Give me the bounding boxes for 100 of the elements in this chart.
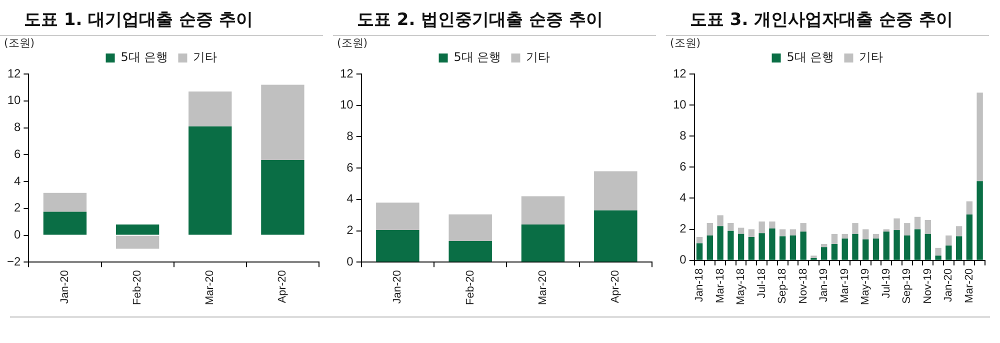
y-tick-label: 8	[346, 129, 354, 144]
legend-label: 5대 은행	[786, 50, 834, 64]
chart-title: 도표 1. 대기업대출 순증 추이	[0, 0, 323, 36]
y-tick-label: 6	[14, 146, 21, 161]
bar	[872, 234, 880, 239]
bar	[748, 237, 755, 260]
y-tick-label: 10	[672, 97, 687, 112]
bar	[852, 234, 858, 260]
bar	[728, 230, 734, 260]
x-tick-label: Sep-19	[901, 268, 914, 304]
x-tick-label: Feb-20	[464, 270, 476, 306]
chart-title: 도표 2. 법인중기대출 순증 추이	[333, 0, 656, 36]
bar	[935, 256, 942, 260]
x-tick-label: Mar-18	[714, 268, 726, 304]
x-tick-label: May-18	[735, 268, 748, 306]
x-tick-label: Apr-20	[610, 270, 622, 304]
legend-label: 5대 은행	[454, 50, 502, 64]
bar	[769, 222, 776, 228]
y-tick-label: 0	[14, 228, 21, 242]
x-tick-label: Nov-18	[797, 268, 810, 304]
bar	[738, 234, 744, 260]
bar	[188, 126, 232, 235]
bar	[935, 248, 942, 256]
x-tick-label: Feb-20	[132, 270, 144, 306]
y-tick-label: 4	[14, 174, 21, 188]
bar	[914, 216, 921, 230]
bar	[261, 160, 304, 235]
bar	[904, 223, 910, 236]
bar	[904, 235, 910, 260]
y-tick-label: 6	[680, 159, 687, 174]
y-tick-label: 2	[680, 222, 687, 236]
y-axis-title: (조원)	[4, 36, 35, 50]
legend-label: 기타	[526, 50, 550, 64]
bar	[738, 228, 744, 234]
bar	[946, 235, 952, 246]
y-tick-label: 2	[346, 223, 354, 238]
y-tick-label: 6	[346, 160, 354, 174]
bar	[831, 244, 838, 260]
bar	[852, 223, 858, 234]
y-tick-label: 12	[672, 66, 687, 80]
y-axis-title: (조원)	[670, 36, 701, 50]
y-tick-label: 10	[340, 98, 354, 112]
bar	[862, 239, 869, 260]
y-tick-label: 4	[680, 190, 687, 205]
bar	[976, 181, 983, 260]
bar	[116, 224, 160, 235]
bar	[43, 192, 87, 212]
bar	[790, 229, 796, 236]
bar	[717, 226, 724, 260]
bar	[862, 229, 869, 240]
bar	[696, 237, 703, 244]
bar	[779, 229, 786, 236]
x-tick-label: Apr-20	[276, 270, 289, 304]
bar	[914, 229, 921, 260]
x-tick-label: Jan-19	[818, 268, 830, 302]
y-tick-label: 10	[7, 93, 21, 108]
bar	[831, 234, 838, 244]
bar	[924, 220, 931, 234]
bar	[706, 235, 714, 260]
x-tick-label: May-19	[860, 268, 872, 306]
bar	[261, 84, 304, 160]
y-tick-label: −2	[6, 254, 21, 268]
y-tick-label: 8	[680, 128, 687, 142]
y-tick-label: 4	[346, 192, 354, 206]
x-tick-label: Jan-20	[942, 268, 955, 302]
bar	[376, 230, 420, 262]
y-tick-label: 0	[680, 252, 687, 267]
bar	[116, 236, 160, 249]
bar	[800, 232, 806, 260]
bar	[894, 230, 900, 260]
bar	[188, 91, 232, 126]
x-tick-label: Nov-19	[922, 268, 934, 304]
bar	[821, 247, 828, 260]
bar	[696, 243, 703, 260]
legend-label: 5대 은행	[120, 50, 168, 64]
x-tick-label: Jan-20	[392, 270, 404, 304]
x-tick-label: Mar-20	[204, 270, 216, 305]
bar	[821, 244, 828, 248]
bar	[894, 218, 900, 230]
legend-label: 기타	[193, 50, 218, 64]
x-tick-label: Mar-19	[838, 268, 851, 304]
chart-title: 도표 3. 개인사업자대출 순증 추이	[666, 0, 989, 36]
bar	[790, 235, 796, 260]
bar	[956, 236, 962, 260]
bar	[594, 210, 638, 262]
bar	[376, 202, 420, 230]
bar	[717, 215, 724, 226]
legend-label: 기타	[859, 50, 884, 64]
bar	[43, 212, 87, 235]
bar	[706, 223, 714, 236]
bar	[842, 234, 848, 239]
x-tick-label: Jul-19	[880, 268, 892, 298]
bar	[758, 233, 765, 260]
y-tick-label: 12	[7, 66, 21, 80]
bar	[521, 224, 565, 262]
bar	[521, 196, 565, 225]
bar	[779, 236, 786, 260]
bar	[448, 240, 492, 262]
x-tick-label: Jul-18	[756, 268, 768, 298]
bar	[924, 234, 931, 260]
